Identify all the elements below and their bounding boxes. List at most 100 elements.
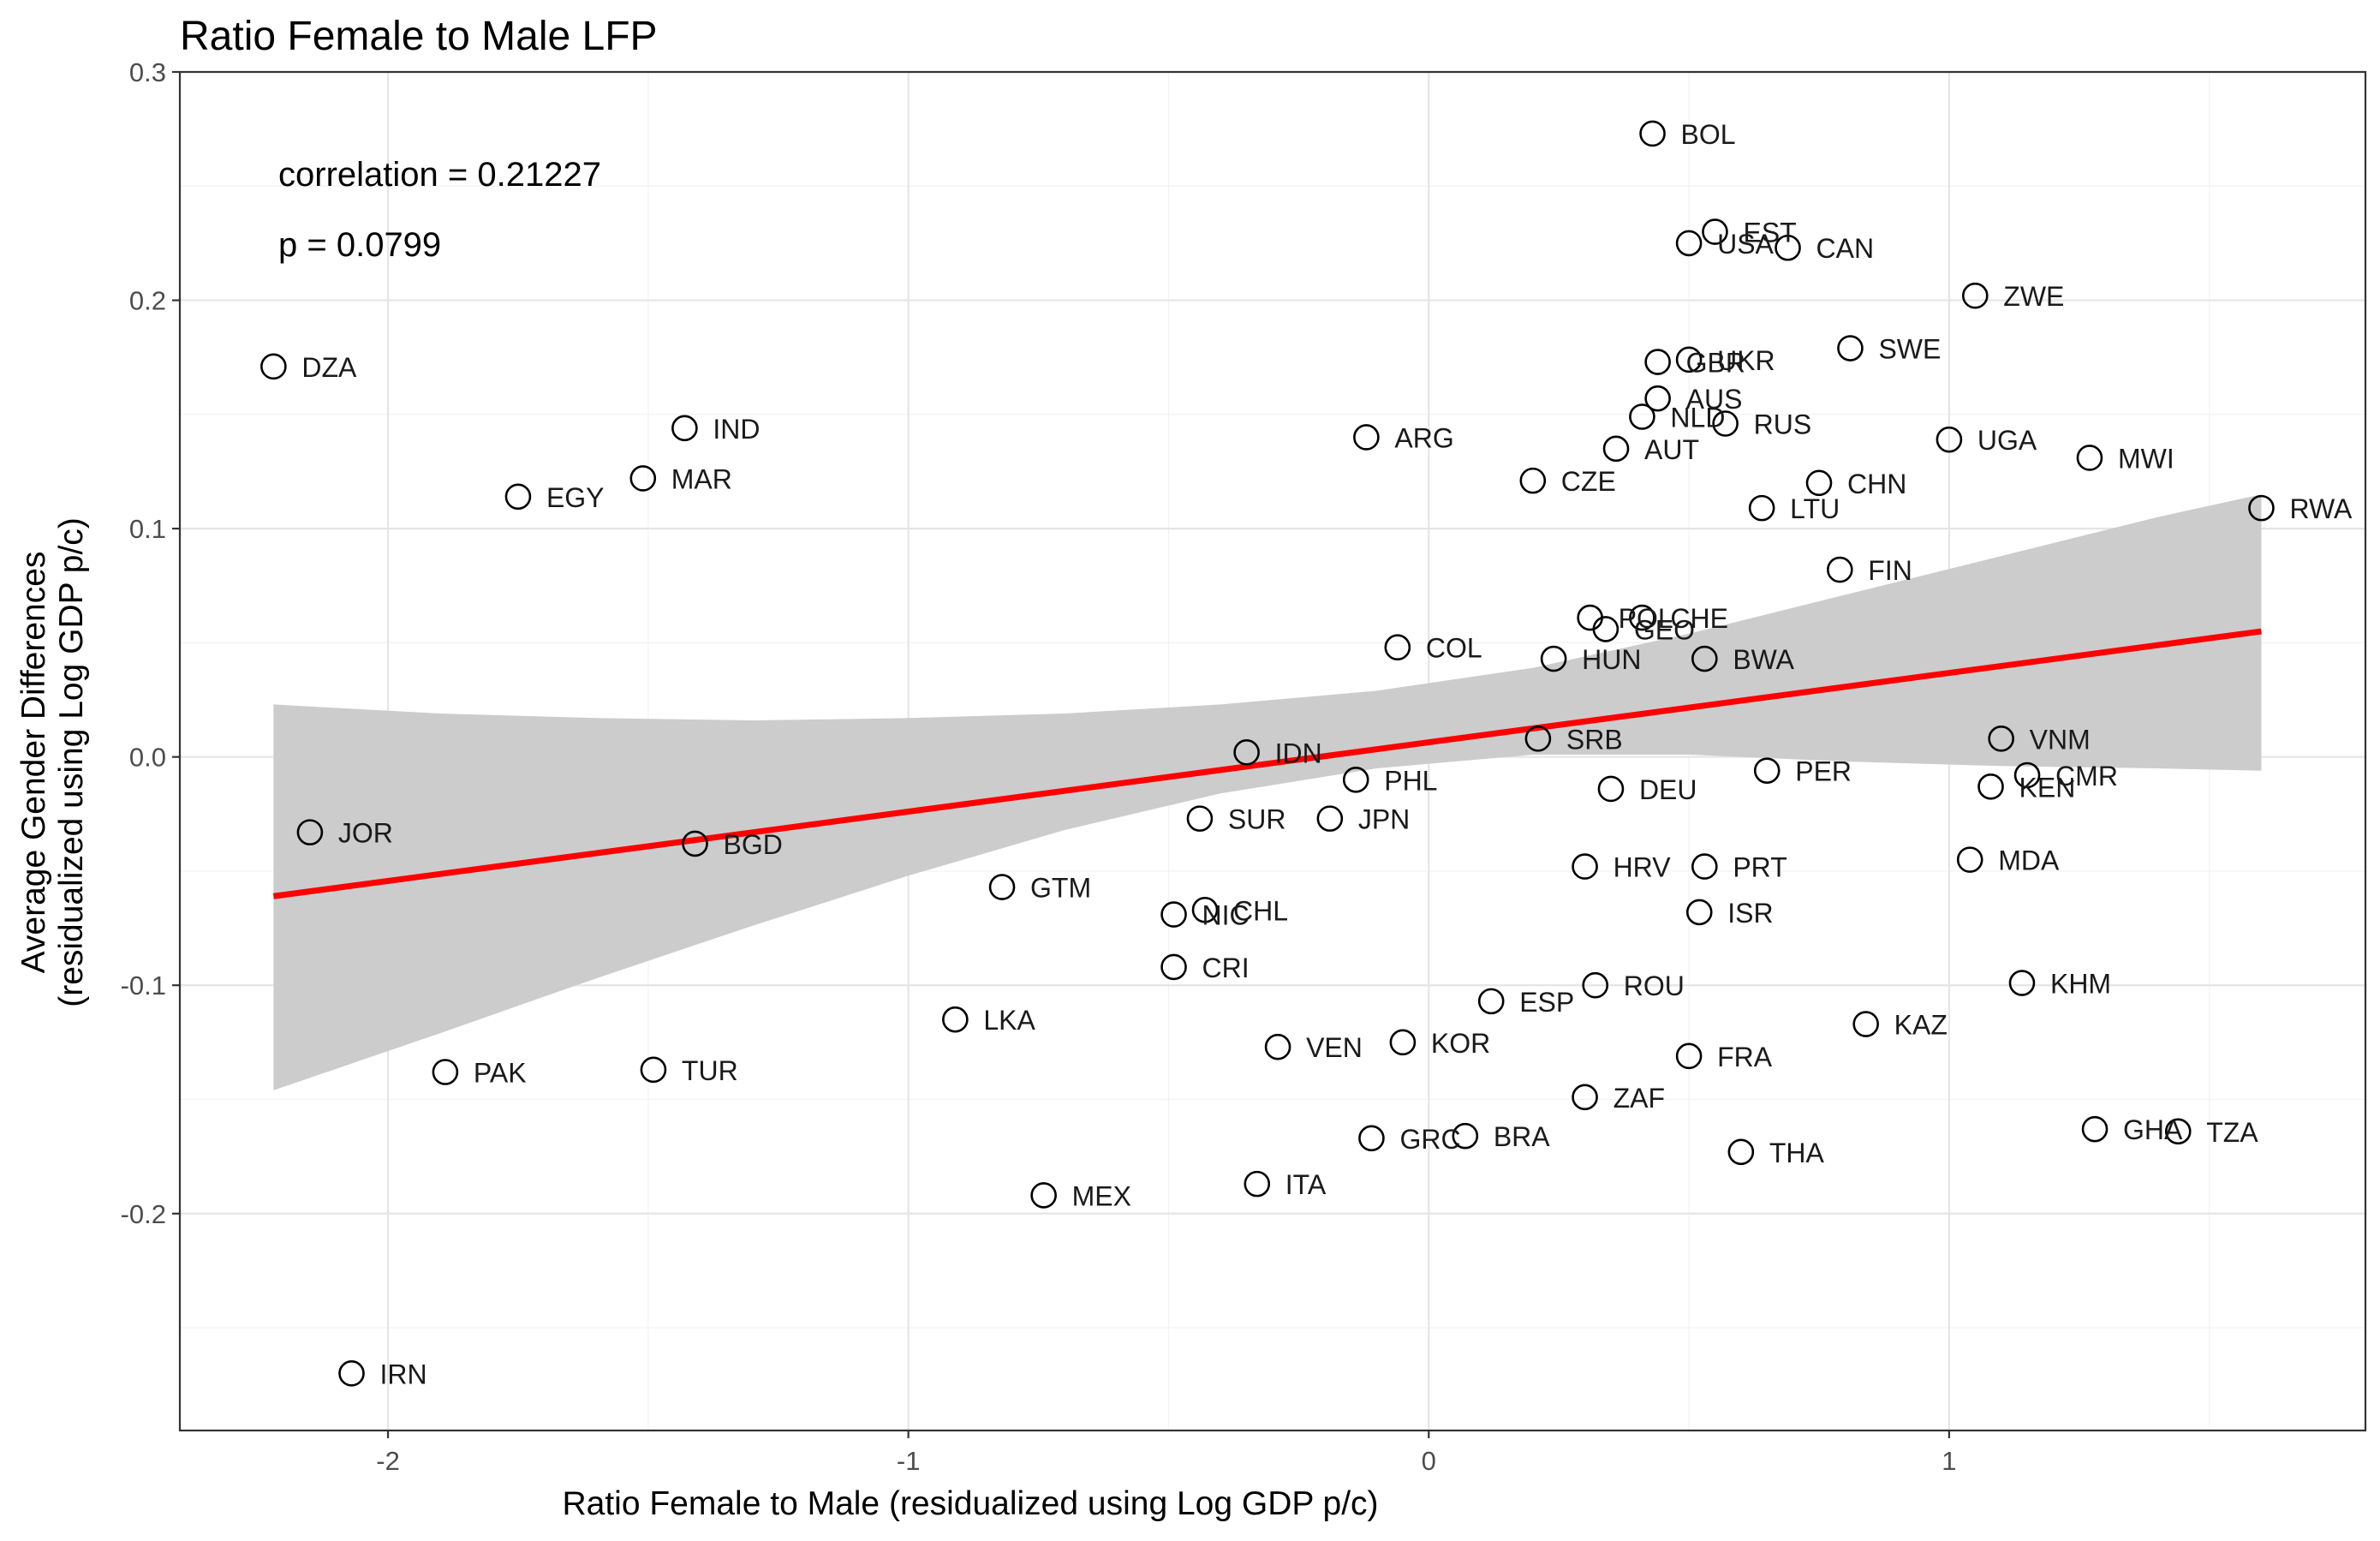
point-label-zaf: ZAF [1614,1083,1665,1114]
point-label-rus: RUS [1754,409,1812,439]
data-point-mex [1030,1182,1057,1209]
point-label-jor: JOR [338,818,393,849]
point-label-bgd: BGD [724,829,783,860]
fit-line [272,628,2262,899]
p-value-annotation: p = 0.0799 [278,226,441,264]
point-label-kaz: KAZ [1894,1010,1948,1041]
point-label-pak: PAK [474,1058,527,1089]
data-point-rus [1712,410,1739,437]
point-label-mex: MEX [1072,1180,1131,1211]
data-point-grc [1358,1125,1385,1152]
data-point-vnm [1988,726,2014,752]
point-label-zwe: ZWE [2003,281,2064,312]
point-label-phl: PHL [1384,765,1437,796]
data-point-hun [1540,645,1567,672]
point-label-chn: CHN [1847,469,1906,499]
y-tick-label: -0.2 [121,1199,166,1229]
x-axis-title: Ratio Female to Male (residualized using… [562,1485,1378,1522]
point-label-fin: FIN [1868,555,1912,586]
point-label-gha: GHA [2123,1114,2183,1145]
point-label-rwa: RWA [2289,493,2353,524]
point-label-isr: ISR [1727,898,1773,929]
data-point-idn [1233,739,1260,766]
point-label-hun: HUN [1582,644,1641,675]
data-point-ita [1244,1170,1271,1198]
point-label-bwa: BWA [1733,644,1794,675]
data-point-per [1753,757,1781,784]
point-label-esp: ESP [1519,987,1574,1018]
data-point-cri [1160,953,1187,981]
data-point-jor [296,819,324,845]
point-label-bra: BRA [1494,1121,1550,1152]
data-point-zwe [1961,282,1989,309]
data-point-pol [1577,604,1603,631]
data-point-aus [1644,385,1671,412]
point-label-cri: CRI [1202,953,1250,983]
point-label-chl: CHL [1233,895,1288,926]
point-label-ukr: UKR [1717,345,1775,376]
data-point-ken [1977,773,2004,800]
data-point-egy [504,483,532,511]
data-point-tha [1727,1138,1755,1166]
point-label-jpn: JPN [1358,804,1410,835]
point-label-nld: NLD [1670,402,1725,433]
point-label-ind: IND [713,414,760,445]
point-label-gbr: GBR [1686,348,1745,379]
data-point-sur [1186,805,1214,832]
point-label-per: PER [1795,756,1852,787]
point-label-aus: AUS [1686,384,1743,415]
data-point-gtm [988,874,1016,900]
data-point-ind [671,415,698,442]
data-point-rou [1582,971,1609,999]
data-point-bwa [1691,645,1718,672]
point-label-gtm: GTM [1030,873,1091,904]
data-point-est [1702,218,1728,245]
data-point-tur [640,1056,667,1084]
confidence-band [273,494,2262,1090]
point-label-bol: BOL [1681,119,1736,150]
data-point-pak [432,1059,459,1085]
data-point-arg [1353,424,1380,451]
y-axis-ticks: 0.3 0.2 0.1 0.0 -0.1 -0.2 [121,57,180,1229]
data-point-srb [1524,726,1552,752]
point-label-tha: THA [1769,1138,1825,1168]
point-label-tza: TZA [2206,1117,2258,1148]
data-point-ven [1264,1033,1291,1060]
data-point-chn [1805,469,1833,497]
y-tick-label: 0.1 [129,514,166,544]
point-label-ltu: LTU [1790,493,1840,524]
point-label-mwi: MWI [2118,443,2174,474]
data-point-mar [629,465,657,492]
data-point-ukr [1675,346,1703,373]
point-label-irn: IRN [380,1359,427,1389]
point-label-ken: KEN [2019,772,2076,803]
data-point-prt [1691,853,1718,880]
y-tick-label: -0.1 [121,971,166,1000]
data-point-esp [1477,988,1505,1015]
data-point-zaf [1572,1084,1598,1111]
y-tick-label: 0.3 [129,57,166,87]
y-axis-title-line-1: Average Gender Differences [15,552,52,974]
point-label-pol: POL [1619,603,1673,634]
x-tick-label: 1 [1942,1446,1956,1476]
data-point-fra [1675,1042,1703,1070]
data-point-bra [1452,1122,1479,1150]
data-point-nic [1160,901,1187,928]
data-point-irn [338,1360,365,1387]
point-label-ita: ITA [1285,1169,1327,1200]
y-tick-label: 0.2 [129,286,166,316]
data-point-phl [1342,767,1369,793]
correlation-annotation: correlation = 0.21227 [278,156,601,194]
data-points [260,120,2275,1387]
regression-line [272,628,2262,899]
point-label-lka: LKA [983,1005,1035,1036]
data-point-deu [1597,775,1625,803]
y-tick-label: 0.0 [129,743,166,773]
point-label-aut: AUT [1644,434,1699,465]
data-point-lka [942,1006,969,1033]
point-label-uga: UGA [1977,425,2037,456]
point-label-usa: USA [1717,229,1774,260]
point-label-kor: KOR [1431,1028,1490,1059]
data-point-cze [1519,467,1547,494]
